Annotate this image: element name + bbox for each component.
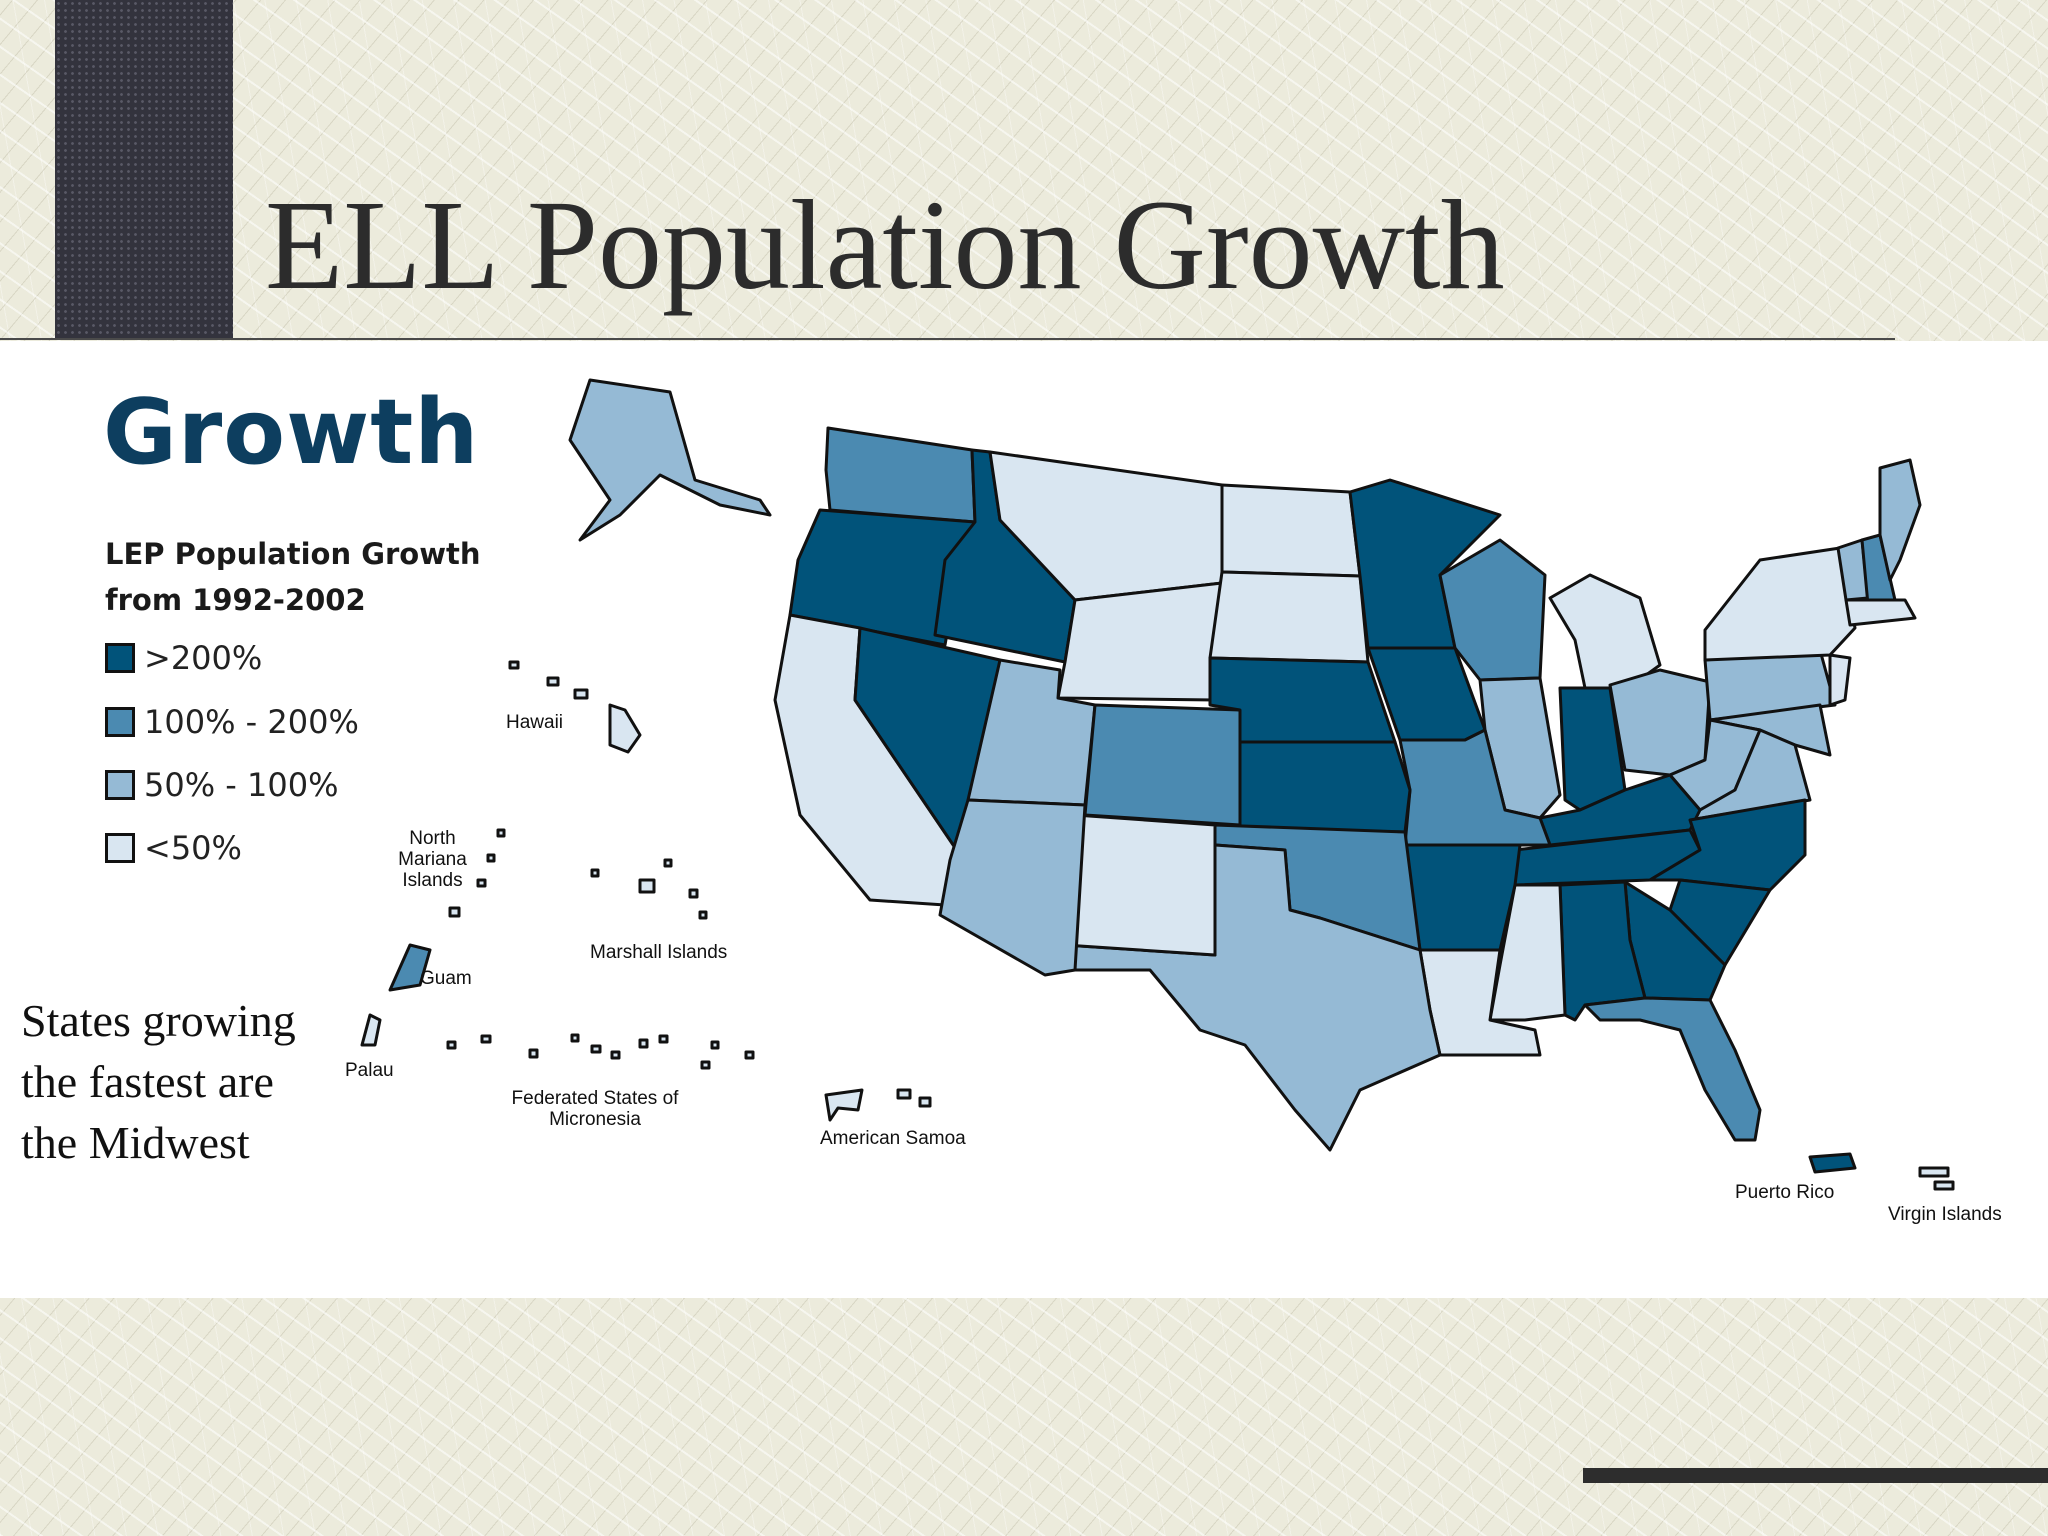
state-maine: [1878, 458, 1922, 582]
figure-heading: Growth: [103, 380, 480, 485]
label-american-samoa: American Samoa: [820, 1128, 966, 1149]
legend-item-100-200: 100% - 200%: [105, 702, 359, 742]
territory-micronesia-isle: [710, 1040, 720, 1050]
territory-micronesia-isle: [700, 1060, 711, 1070]
state-south-dakota: [1208, 570, 1370, 664]
territory-micronesia-isle: [480, 1034, 492, 1044]
state-washington: [824, 426, 977, 524]
legend-swatch: [105, 833, 135, 863]
state-alaska: [568, 378, 772, 542]
territory-micronesia-isle: [610, 1050, 621, 1060]
legend-label: 50% - 100%: [144, 766, 339, 804]
territory-micronesia-isle: [446, 1040, 457, 1050]
territory-mariana-isle: [486, 853, 496, 863]
state-florida: [1583, 996, 1762, 1142]
footer-rule: [1583, 1468, 2048, 1483]
territory-palau: [360, 1013, 382, 1047]
territory-hawaii-isle: [573, 688, 589, 700]
territory-marshall-isle: [698, 910, 708, 920]
legend-swatch: [105, 707, 135, 737]
territory-mariana-isle: [448, 906, 461, 918]
state-colorado: [1083, 703, 1242, 827]
territory-marshall-isle: [590, 868, 600, 878]
label-virgin-islands: Virgin Islands: [1888, 1204, 2002, 1225]
state-new-york: [1703, 546, 1857, 662]
territory-hawaii-isle: [508, 660, 520, 670]
territory-marshall-isle: [688, 888, 699, 899]
state-kansas: [1238, 740, 1412, 834]
legend-label: <50%: [144, 829, 242, 867]
state-ohio: [1608, 668, 1712, 777]
state-wyoming: [1056, 581, 1224, 702]
legend-item-under-50: <50%: [105, 828, 242, 868]
label-hawaii: Hawaii: [506, 712, 564, 733]
territory-marshall-isle: [663, 858, 673, 868]
state-arkansas: [1403, 843, 1522, 952]
state-new-jersey: [1828, 653, 1852, 707]
label-micronesia: Federated States of Micronesia: [511, 1088, 679, 1130]
territory-virgin-islands: [1933, 1180, 1955, 1191]
legend-label: >200%: [144, 639, 263, 677]
territory-virgin-islands: [1918, 1166, 1950, 1178]
territory-mariana-isle: [476, 878, 487, 888]
slide-caption: States growing the fastest are the Midwe…: [21, 995, 296, 1168]
territory-guam: [388, 943, 432, 992]
legend-swatch: [105, 643, 135, 673]
legend-item-50-100: 50% - 100%: [105, 765, 339, 805]
label-puerto-rico: Puerto Rico: [1735, 1182, 1835, 1203]
territory-micronesia-isle: [658, 1034, 669, 1044]
territory-marshall-isle: [638, 878, 656, 894]
territory-american-samoa-isle: [918, 1096, 932, 1108]
label-marshall: Marshall Islands: [590, 942, 728, 963]
state-massachusetts: [1844, 598, 1917, 627]
territory-puerto-rico: [1808, 1152, 1857, 1174]
territory-micronesia-isle: [570, 1033, 580, 1043]
territory-hawaii: [608, 703, 642, 754]
territory-micronesia-isle: [638, 1038, 649, 1049]
state-michigan: [1548, 573, 1662, 690]
territory-micronesia-isle: [528, 1048, 539, 1059]
slide-title: ELL Population Growth: [265, 174, 1505, 316]
legend-title: LEP Population Growth from 1992-2002: [105, 537, 481, 617]
legend-swatch: [105, 770, 135, 800]
territory-american-samoa-isle: [896, 1088, 912, 1100]
label-north-mariana: North Mariana Islands: [398, 828, 467, 891]
label-palau: Palau: [345, 1060, 394, 1081]
state-new-mexico: [1063, 813, 1217, 972]
title-divider: [0, 338, 1895, 340]
territory-micronesia-isle: [744, 1050, 755, 1060]
decorative-dark-bar: [55, 0, 233, 339]
state-north-dakota: [1220, 483, 1362, 578]
legend-label: 100% - 200%: [144, 703, 359, 741]
state-arizona: [938, 798, 1087, 977]
territory-mariana-isle: [496, 828, 506, 838]
territory-american-samoa: [824, 1088, 864, 1122]
territory-hawaii-isle: [546, 676, 560, 687]
territory-micronesia-isle: [590, 1044, 602, 1054]
legend-item-over-200: >200%: [105, 638, 262, 678]
label-guam: Guam: [420, 968, 472, 989]
